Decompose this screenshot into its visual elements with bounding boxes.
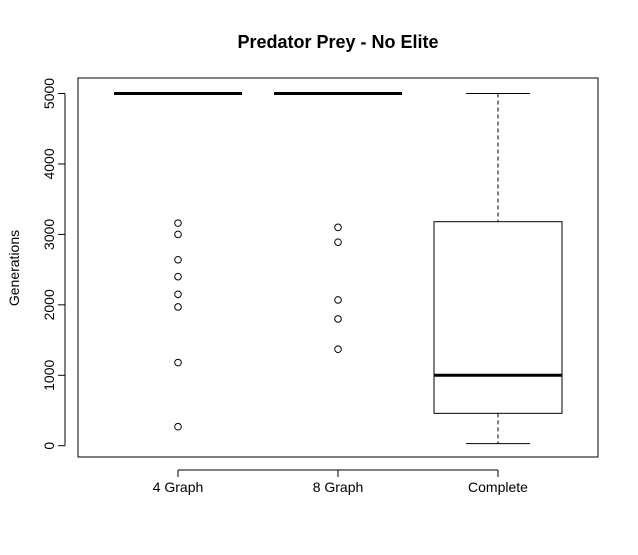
y-tick-label: 0: [41, 442, 57, 450]
outlier-point: [174, 290, 182, 299]
outlier-point: [174, 358, 182, 367]
y-tick-label: 1000: [41, 360, 57, 391]
outlier-point: [334, 315, 342, 323]
y-tick-label: 4000: [41, 148, 57, 179]
outlier-point: [174, 422, 182, 431]
x-tick-label: Complete: [468, 479, 528, 495]
y-tick-label: 3000: [41, 219, 57, 250]
iqr-box: [433, 221, 563, 414]
outlier-point: [334, 238, 342, 246]
outlier-point: [334, 345, 342, 354]
chart-marks: 0 1000 2000 3000 4000 5000 4 Graph 8 Graph Compl…: [41, 78, 563, 495]
plot-frame: [77, 77, 599, 458]
chart-title: Predator Prey - No Elite: [237, 32, 438, 52]
y-axis-label: Generations: [6, 230, 22, 306]
x-tick-label: 8 Graph: [313, 479, 364, 495]
outlier-point: [334, 223, 342, 232]
x-tick-label: 4 Graph: [153, 479, 204, 495]
outlier-point: [174, 219, 182, 227]
outlier-point: [174, 303, 182, 311]
y-tick-label: 2000: [41, 289, 57, 320]
outlier-point: [174, 230, 182, 239]
outlier-point: [174, 272, 182, 281]
outlier-point: [174, 255, 182, 264]
outlier-point: [334, 296, 342, 304]
y-tick-label: 5000: [41, 78, 57, 109]
